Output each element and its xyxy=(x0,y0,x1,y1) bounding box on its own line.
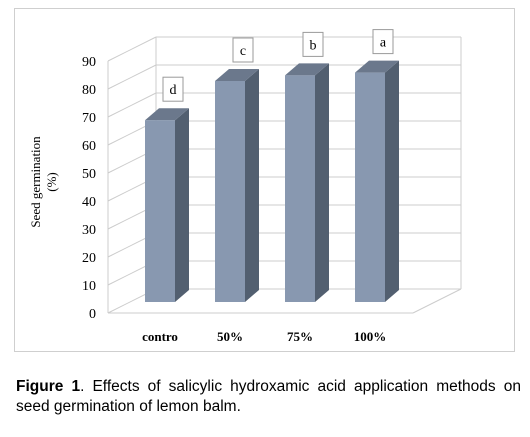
y-axis-label-line1: Seed germination xyxy=(28,136,43,228)
y-tick-label: 70 xyxy=(82,111,96,126)
bar xyxy=(145,120,175,302)
bar xyxy=(215,81,245,302)
bar-side xyxy=(245,69,259,302)
y-tick-label: 80 xyxy=(82,83,96,98)
floor-right-edge xyxy=(412,288,462,314)
y-axis-label-line2: (%) xyxy=(44,172,59,192)
y-tick-label: 60 xyxy=(82,139,96,154)
bar-top xyxy=(145,108,189,121)
y-tick-label: 20 xyxy=(82,251,96,266)
x-tick-label: 75% xyxy=(287,329,313,344)
gridline-side xyxy=(107,92,157,118)
y-tick-label: 90 xyxy=(82,55,96,70)
y-tick-label: 10 xyxy=(82,279,96,294)
caption-label: Figure 1 xyxy=(16,378,81,395)
significance-box xyxy=(302,31,324,57)
caption-text: . Effects of salicylic hydroxamic acid a… xyxy=(16,378,521,415)
significance-box xyxy=(162,76,184,102)
figure-caption: Figure 1. Effects of salicylic hydroxami… xyxy=(16,377,521,417)
x-tick-label: contro xyxy=(142,329,178,344)
bar-top xyxy=(285,63,329,76)
x-tick-label: 100% xyxy=(354,329,387,344)
significance-letter: c xyxy=(240,44,246,59)
gridline-side xyxy=(107,64,157,90)
x-tick-label: 50% xyxy=(217,329,243,344)
significance-letter: b xyxy=(310,38,317,53)
bar-top xyxy=(355,60,399,73)
gridline-side xyxy=(107,36,157,62)
significance-box xyxy=(232,37,254,63)
y-tick-label: 50 xyxy=(82,167,96,182)
bar xyxy=(285,75,315,303)
bar xyxy=(355,72,385,302)
significance-letter: d xyxy=(170,83,177,98)
significance-letter: a xyxy=(380,36,387,51)
bar-side xyxy=(315,63,329,303)
bar-side xyxy=(385,60,399,302)
bar-top xyxy=(215,69,259,81)
y-tick-label: 0 xyxy=(89,307,96,322)
bar-side xyxy=(175,108,189,302)
y-tick-label: 40 xyxy=(82,195,96,210)
y-tick-label: 30 xyxy=(82,223,96,238)
significance-box xyxy=(372,29,394,55)
